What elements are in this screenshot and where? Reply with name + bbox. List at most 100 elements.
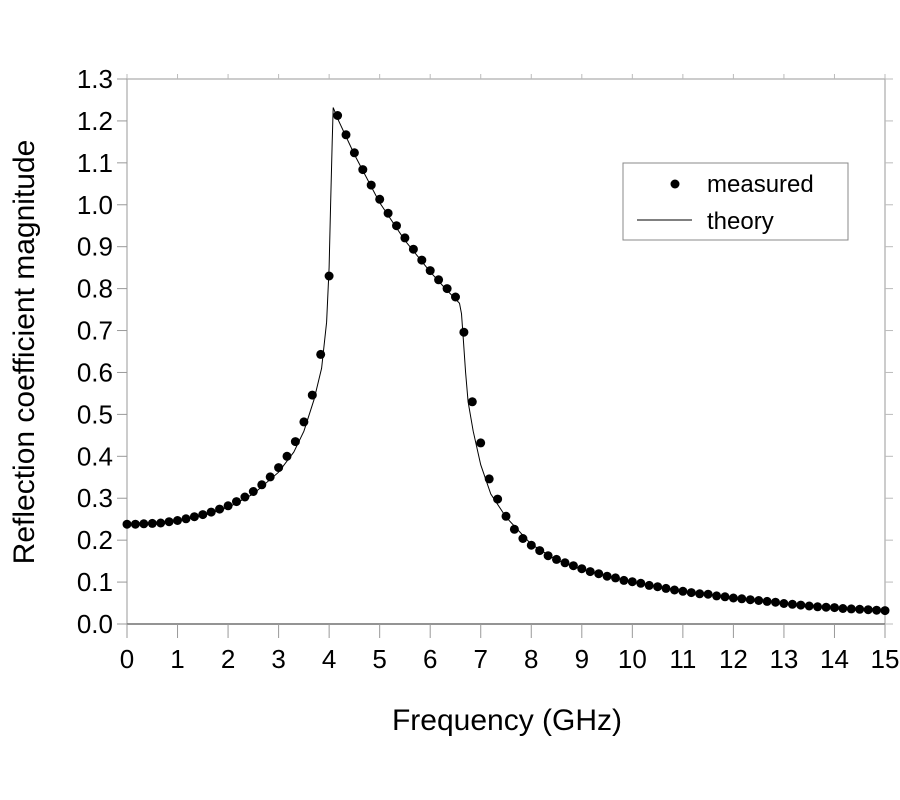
measured-point bbox=[661, 583, 671, 593]
y-tick-label: 0.0 bbox=[77, 609, 113, 639]
measured-point bbox=[543, 551, 553, 561]
x-tick-label: 6 bbox=[423, 644, 437, 674]
measured-point bbox=[156, 518, 166, 528]
measured-point bbox=[552, 554, 561, 564]
measured-point bbox=[232, 497, 241, 507]
measured-point bbox=[240, 492, 250, 502]
measured-point bbox=[476, 438, 486, 448]
y-tick-label: 1.3 bbox=[77, 64, 113, 94]
measured-point bbox=[181, 514, 191, 524]
measured-point bbox=[712, 591, 722, 601]
legend-marker-measured bbox=[670, 179, 680, 189]
measured-point bbox=[627, 577, 637, 587]
measured-point bbox=[509, 524, 519, 534]
measured-point bbox=[737, 594, 747, 604]
measured-point bbox=[577, 564, 587, 574]
measured-point bbox=[535, 546, 545, 556]
measured-point bbox=[678, 586, 688, 596]
x-tick-label: 4 bbox=[322, 644, 336, 674]
measured-point bbox=[703, 589, 713, 599]
y-tick-label: 1.0 bbox=[77, 190, 113, 220]
measured-point bbox=[198, 510, 208, 520]
y-tick-label: 0.5 bbox=[77, 399, 113, 429]
measured-point bbox=[282, 451, 292, 461]
measured-point bbox=[257, 480, 267, 490]
legend-box bbox=[622, 162, 849, 241]
y-tick-label: 0.3 bbox=[77, 483, 113, 513]
measured-point bbox=[754, 596, 764, 605]
plot-frame bbox=[126, 78, 886, 625]
y-tick-label: 0.6 bbox=[77, 357, 113, 387]
measured-point bbox=[375, 194, 385, 204]
x-tick-label: 7 bbox=[473, 644, 487, 674]
measured-point bbox=[459, 327, 469, 337]
legend-label-measured: measured bbox=[707, 171, 814, 198]
plot-border bbox=[126, 78, 886, 625]
x-axis-title: Frequency (GHz) bbox=[392, 704, 622, 737]
measured-point bbox=[189, 512, 199, 522]
measured-point bbox=[215, 504, 225, 514]
measured-point bbox=[568, 561, 578, 571]
measured-point bbox=[636, 578, 646, 588]
y-tick-label: 1.1 bbox=[77, 148, 113, 178]
measured-point bbox=[290, 437, 300, 447]
measured-point bbox=[139, 519, 149, 529]
y-tick-label: 0.4 bbox=[77, 441, 113, 471]
y-tick-label: 0.2 bbox=[77, 525, 113, 555]
measured-point bbox=[248, 487, 258, 496]
measured-point bbox=[206, 507, 216, 517]
measured-point bbox=[307, 390, 317, 400]
measured-point bbox=[383, 208, 393, 218]
x-tick-label: 15 bbox=[871, 644, 900, 674]
measured-point bbox=[434, 275, 444, 285]
measured-point bbox=[762, 596, 772, 606]
measured-point bbox=[813, 602, 823, 612]
measured-point bbox=[880, 606, 890, 616]
measured-point bbox=[872, 605, 882, 615]
measured-point bbox=[299, 417, 309, 427]
measured-point bbox=[147, 518, 157, 528]
measured-point bbox=[425, 266, 435, 276]
measured-point bbox=[838, 604, 848, 613]
measured-point bbox=[484, 474, 494, 484]
measured-point bbox=[392, 221, 401, 231]
y-tick-label: 0.1 bbox=[77, 567, 113, 597]
measured-point bbox=[619, 575, 629, 585]
x-tick-label: 14 bbox=[820, 644, 849, 674]
measured-point bbox=[493, 494, 503, 504]
measured-point bbox=[349, 148, 359, 158]
measured-point bbox=[670, 585, 679, 595]
measured-point bbox=[585, 567, 595, 577]
measured-point bbox=[173, 516, 182, 525]
measured-point bbox=[745, 595, 755, 605]
measured-point bbox=[526, 540, 536, 550]
x-tick-label: 8 bbox=[524, 644, 538, 674]
measured-point bbox=[164, 517, 174, 527]
y-tick-label: 1.2 bbox=[77, 106, 113, 136]
measured-point bbox=[821, 602, 831, 612]
measured-point bbox=[341, 130, 351, 140]
x-axis: 0 1 2 3 4 5 6 7 8 9 10 11 12 13 14 15 bbox=[120, 74, 900, 674]
measured-point bbox=[442, 284, 452, 294]
measured-point bbox=[560, 558, 570, 568]
y-axis: 0.0 0.1 0.2 0.3 0.4 0.5 0.6 0.7 0.8 0.9 1.0 1.1 1.2 1… bbox=[77, 64, 893, 639]
x-tick-label: 13 bbox=[769, 644, 798, 674]
y-tick-label: 0.8 bbox=[77, 274, 113, 304]
measured-point bbox=[594, 569, 604, 579]
legend-label-theory: theory bbox=[707, 208, 774, 235]
y-tick-label: 0.9 bbox=[77, 232, 113, 262]
measured-point bbox=[855, 604, 865, 614]
measured-point bbox=[611, 573, 620, 583]
measured-point bbox=[324, 271, 334, 281]
measured-point bbox=[863, 605, 873, 615]
measured-point bbox=[787, 599, 797, 609]
measured-point bbox=[501, 511, 511, 521]
measured-point bbox=[274, 463, 284, 473]
measured-point bbox=[316, 349, 326, 359]
measured-point bbox=[451, 292, 460, 302]
measured-point bbox=[846, 604, 856, 614]
measured-point bbox=[400, 233, 410, 243]
measured-point bbox=[417, 255, 427, 265]
measured-point bbox=[695, 589, 705, 599]
measured-point bbox=[358, 165, 368, 175]
